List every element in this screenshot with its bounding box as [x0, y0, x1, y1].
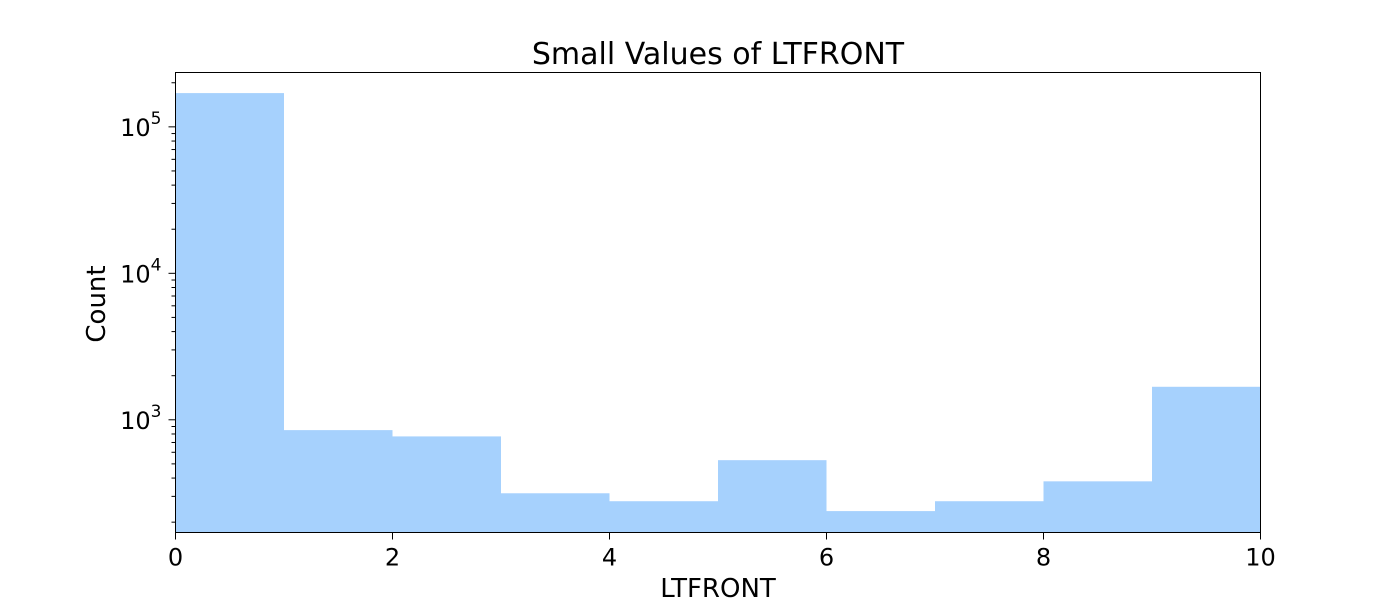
histogram-bar — [1043, 481, 1152, 533]
y-tick-label: 103 — [120, 402, 161, 435]
histogram-bar — [826, 511, 935, 533]
histogram-bar — [501, 493, 610, 533]
histogram-bar — [175, 93, 284, 533]
y-tick-label: 104 — [120, 255, 161, 288]
chart-title: Small Values of LTFRONT — [532, 37, 905, 72]
histogram-bar — [609, 501, 718, 533]
bars-layer — [175, 93, 1261, 533]
histogram-bar — [284, 430, 393, 533]
y-axis: 103 104 105 — [120, 82, 176, 523]
x-tick-label: 4 — [602, 544, 617, 572]
histogram-bar — [935, 501, 1044, 533]
x-tick-label: 8 — [1036, 544, 1051, 572]
histogram-bar — [1152, 386, 1261, 533]
x-axis-label: LTFRONT — [660, 574, 776, 600]
histogram-bar — [718, 460, 827, 533]
x-tick-label: 10 — [1245, 544, 1276, 572]
x-axis: 0 2 4 6 8 10 — [168, 532, 1276, 572]
x-tick-label: 2 — [385, 544, 400, 572]
x-tick-label: 0 — [168, 544, 183, 572]
plot-frame — [175, 72, 1261, 533]
histogram-bar — [392, 436, 501, 533]
x-tick-label: 6 — [819, 544, 834, 572]
y-axis-label: Count — [82, 265, 112, 342]
y-tick-label: 105 — [120, 109, 161, 142]
